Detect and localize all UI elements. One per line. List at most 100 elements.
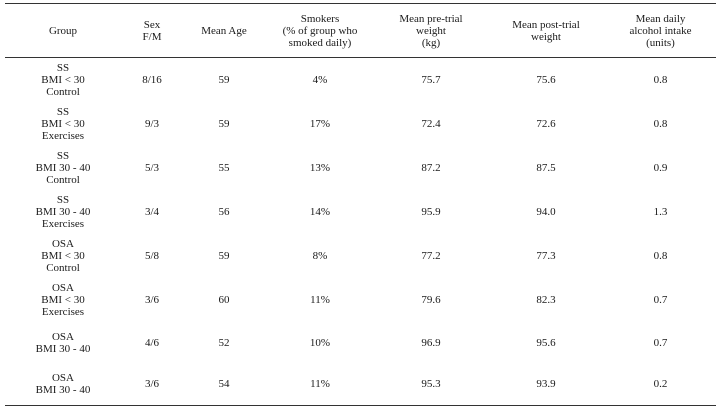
table-row: SS BMI < 30 Exercises 9/3 59 17% 72.4 72… <box>5 102 716 146</box>
cell-group: OSA BMI < 30 Exercises <box>5 278 121 322</box>
group-line: SS <box>56 61 70 74</box>
cell-pre-weight: 72.4 <box>421 117 441 130</box>
group-line: Control <box>46 85 80 98</box>
header-pre-trial-weight: Mean pre-trial weight (kg) <box>375 4 487 58</box>
cell-post-weight: 94.0 <box>536 205 556 218</box>
group-line: OSA <box>51 330 74 343</box>
cell-age: 55 <box>218 161 230 174</box>
cell-smokers: 17% <box>309 117 331 130</box>
header-line: weight <box>531 30 561 43</box>
group-line: BMI < 30 <box>41 117 85 130</box>
header-line: Sex <box>143 18 161 31</box>
data-table: Group Sex F/M Mean Age Smokers (% of gro… <box>5 3 716 406</box>
group-line: BMI 30 - 40 <box>35 384 91 397</box>
cell-group: OSA BMI 30 - 40 <box>5 364 121 406</box>
header-line: (% of group who <box>282 24 358 37</box>
header-line: (units) <box>646 36 675 49</box>
cell-pre-weight: 95.3 <box>421 378 441 391</box>
header-line: Mean daily <box>635 12 686 25</box>
cell-alcohol: 0.8 <box>653 73 668 86</box>
header-post-trial-weight: Mean post-trial weight <box>487 4 605 58</box>
header-line: Smokers <box>300 12 340 25</box>
table-row: OSA BMI < 30 Control 5/8 59 8% 77.2 77.3… <box>5 234 716 278</box>
header-line: smoked daily) <box>288 36 352 49</box>
cell-pre-weight: 95.9 <box>421 205 441 218</box>
cell-age: 54 <box>218 378 230 391</box>
cell-sex: 3/6 <box>144 293 160 306</box>
cell-pre-weight: 87.2 <box>421 161 441 174</box>
header-alcohol-intake: Mean daily alcohol intake (units) <box>605 4 716 58</box>
group-line: SS <box>56 149 70 162</box>
header-smokers: Smokers (% of group who smoked daily) <box>265 4 375 58</box>
table-row: OSA BMI 30 - 40 4/6 52 10% 96.9 95.6 0.7 <box>5 322 716 364</box>
cell-group: SS BMI 30 - 40 Exercises <box>5 190 121 234</box>
cell-age: 52 <box>218 336 230 349</box>
table-header: Group Sex F/M Mean Age Smokers (% of gro… <box>5 3 716 58</box>
cell-group: SS BMI 30 - 40 Control <box>5 146 121 190</box>
cell-sex: 5/3 <box>144 161 160 174</box>
cell-post-weight: 72.6 <box>536 117 556 130</box>
cell-group: SS BMI < 30 Exercises <box>5 102 121 146</box>
cell-group: OSA BMI < 30 Control <box>5 234 121 278</box>
cell-post-weight: 87.5 <box>536 161 556 174</box>
cell-post-weight: 82.3 <box>536 293 556 306</box>
cell-sex: 5/8 <box>144 249 160 262</box>
cell-alcohol: 0.7 <box>653 336 668 349</box>
group-line: BMI 30 - 40 <box>35 342 91 355</box>
table-row: OSA BMI 30 - 40 3/6 54 11% 95.3 93.9 0.2 <box>5 364 716 406</box>
cell-sex: 4/6 <box>144 336 160 349</box>
group-line: Exercises <box>41 217 85 230</box>
cell-pre-weight: 77.2 <box>421 249 441 262</box>
group-line: Exercises <box>41 305 85 318</box>
cell-alcohol: 1.3 <box>653 205 668 218</box>
table-row: OSA BMI < 30 Exercises 3/6 60 11% 79.6 8… <box>5 278 716 322</box>
header-sex: Sex F/M <box>121 4 183 58</box>
header-line: F/M <box>142 30 162 43</box>
header-line: Mean Age <box>201 24 247 37</box>
cell-pre-weight: 79.6 <box>421 293 441 306</box>
cell-pre-weight: 96.9 <box>421 336 441 349</box>
cell-smokers: 14% <box>309 205 331 218</box>
cell-smokers: 8% <box>312 249 328 262</box>
header-line: alcohol intake <box>629 24 692 37</box>
group-line: BMI < 30 <box>41 293 85 306</box>
table-body: SS BMI < 30 Control 8/16 59 4% 75.7 75.6… <box>5 58 716 406</box>
group-line: SS <box>56 193 70 206</box>
header-line: Group <box>48 24 78 37</box>
cell-alcohol: 0.2 <box>653 378 668 391</box>
cell-alcohol: 0.9 <box>653 161 668 174</box>
cell-pre-weight: 75.7 <box>421 73 441 86</box>
group-line: BMI < 30 <box>41 249 85 262</box>
cell-group: OSA BMI 30 - 40 <box>5 322 121 364</box>
data-table-container: Group Sex F/M Mean Age Smokers (% of gro… <box>5 3 716 406</box>
cell-post-weight: 75.6 <box>536 73 556 86</box>
cell-age: 56 <box>218 205 230 218</box>
cell-smokers: 10% <box>309 336 331 349</box>
cell-alcohol: 0.7 <box>653 293 668 306</box>
header-mean-age: Mean Age <box>183 4 265 58</box>
cell-group: SS BMI < 30 Control <box>5 58 121 102</box>
cell-smokers: 4% <box>312 73 328 86</box>
header-line: Mean post-trial <box>512 18 580 31</box>
header-line: weight <box>416 24 446 37</box>
group-line: BMI 30 - 40 <box>35 205 91 218</box>
cell-sex: 3/6 <box>144 378 160 391</box>
cell-smokers: 11% <box>310 378 330 391</box>
cell-age: 59 <box>218 117 230 130</box>
cell-smokers: 11% <box>310 293 330 306</box>
group-line: OSA <box>51 372 74 385</box>
cell-sex: 8/16 <box>142 73 162 86</box>
cell-age: 60 <box>218 293 230 306</box>
cell-alcohol: 0.8 <box>653 117 668 130</box>
header-row: Group Sex F/M Mean Age Smokers (% of gro… <box>5 3 716 58</box>
group-line: Control <box>46 261 80 274</box>
cell-post-weight: 77.3 <box>536 249 556 262</box>
group-line: BMI 30 - 40 <box>35 161 91 174</box>
header-group: Group <box>5 4 121 58</box>
cell-alcohol: 0.8 <box>653 249 668 262</box>
cell-age: 59 <box>218 73 230 86</box>
header-line: Mean pre-trial <box>399 12 463 25</box>
group-line: Control <box>46 173 80 186</box>
cell-smokers: 13% <box>309 161 331 174</box>
group-line: OSA <box>51 237 74 250</box>
